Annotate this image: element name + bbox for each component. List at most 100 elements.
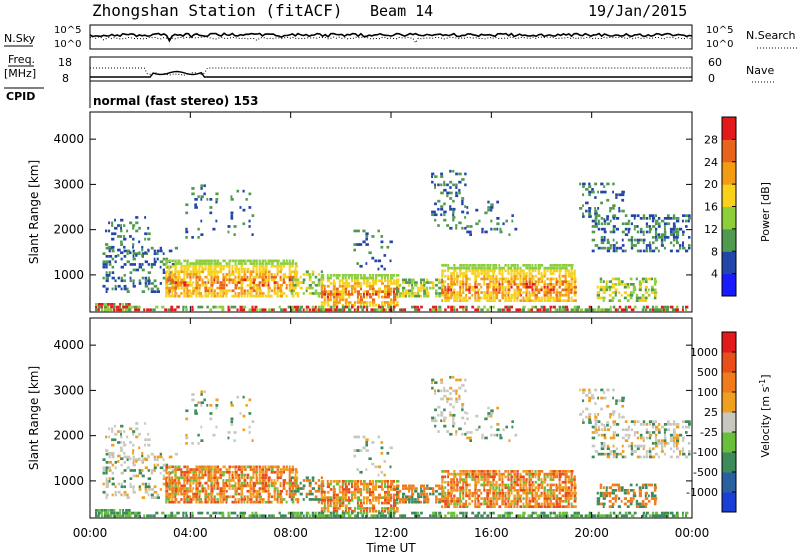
power-cell	[342, 285, 345, 288]
velocity-cell	[450, 497, 453, 500]
velocity-cell	[303, 479, 305, 482]
power-cell	[621, 210, 625, 213]
velocity-cell	[384, 480, 387, 483]
power-cell	[336, 277, 340, 280]
velocity-cell	[306, 512, 310, 515]
power-cell	[634, 228, 636, 231]
power-cell	[480, 286, 482, 289]
velocity-cell	[555, 514, 558, 517]
power-cell	[204, 262, 207, 265]
power-cell	[231, 195, 233, 198]
power-cell	[577, 306, 580, 309]
power-cell	[171, 289, 174, 292]
velocity-cell	[117, 430, 120, 433]
power-cell	[209, 308, 212, 311]
velocity-cell	[414, 490, 417, 493]
power-cell	[461, 200, 463, 203]
power-cell	[522, 297, 524, 300]
power-cell	[334, 308, 337, 311]
velocity-cell	[498, 489, 500, 492]
power-cell	[351, 290, 353, 293]
power-cell	[259, 308, 261, 311]
velocity-cell	[177, 487, 180, 490]
velocity-cell	[312, 498, 315, 501]
power-cell	[507, 286, 510, 289]
power-cell	[399, 284, 401, 287]
velocity-cell	[118, 483, 120, 486]
power-cell	[171, 260, 174, 263]
power-cell	[624, 286, 627, 289]
power-cell	[606, 280, 608, 283]
power-cell	[123, 246, 125, 249]
power-cell	[595, 225, 598, 228]
velocity-cell	[363, 499, 365, 502]
power-cell	[402, 292, 405, 295]
power-cell	[468, 286, 471, 289]
power-cell	[186, 281, 189, 284]
velocity-cell	[553, 476, 556, 479]
power-cell	[450, 291, 453, 294]
power-cell	[321, 296, 323, 299]
velocity-cell	[174, 495, 176, 498]
power-cell	[601, 236, 604, 239]
velocity-cell	[571, 505, 575, 508]
velocity-cell	[495, 492, 498, 495]
power-cell	[168, 295, 171, 298]
power-cell	[571, 264, 574, 267]
power-cell	[378, 306, 381, 309]
power-cell	[670, 233, 673, 236]
power-cell	[229, 260, 232, 263]
velocity-cell	[321, 488, 324, 491]
power-cell	[405, 292, 408, 295]
power-cell	[483, 275, 485, 278]
velocity-cell	[157, 496, 160, 499]
power-cell	[345, 293, 348, 296]
velocity-cell	[541, 484, 544, 487]
power-cell	[353, 243, 356, 246]
power-cell	[601, 217, 603, 220]
power-cell	[115, 260, 117, 263]
power-cell	[283, 281, 286, 284]
power-cell	[112, 277, 115, 280]
power-cell	[324, 290, 327, 293]
power-cell	[559, 272, 561, 275]
power-cell	[247, 276, 249, 279]
power-cell	[203, 184, 206, 187]
velocity-cell	[492, 481, 494, 484]
power-cell	[529, 270, 531, 273]
velocity-cell	[124, 491, 127, 494]
velocity-cell	[390, 496, 392, 499]
velocity-cell	[562, 489, 564, 492]
velocity-cell	[513, 481, 516, 484]
velocity-cell	[621, 399, 624, 402]
velocity-cell	[255, 512, 258, 515]
velocity-cell	[154, 496, 157, 499]
power-cell	[289, 270, 291, 273]
velocity-cell	[402, 485, 405, 488]
velocity-cell	[315, 512, 317, 515]
power-cell	[277, 262, 279, 265]
power-cell	[174, 260, 177, 263]
velocity-cell	[466, 418, 469, 421]
velocity-cell	[309, 482, 312, 485]
power-cell	[544, 275, 546, 278]
velocity-cell	[452, 414, 455, 417]
power-cell	[630, 291, 633, 294]
velocity-cell	[366, 491, 369, 494]
velocity-cell	[145, 488, 147, 491]
power-cell	[550, 294, 552, 297]
velocity-cell	[125, 514, 128, 517]
power-cell	[277, 281, 279, 284]
power-cell	[483, 270, 486, 273]
power-cell	[197, 228, 199, 231]
power-cell	[197, 236, 199, 239]
velocity-cell	[95, 512, 97, 515]
velocity-cell	[256, 479, 258, 482]
power-cell	[507, 264, 509, 267]
power-cell	[507, 267, 510, 270]
power-cell	[600, 308, 603, 311]
colorbar-swatch	[722, 184, 736, 207]
power-cell	[118, 285, 121, 288]
velocity-cell	[171, 487, 174, 490]
nsearch-label: N.Search	[746, 29, 796, 42]
